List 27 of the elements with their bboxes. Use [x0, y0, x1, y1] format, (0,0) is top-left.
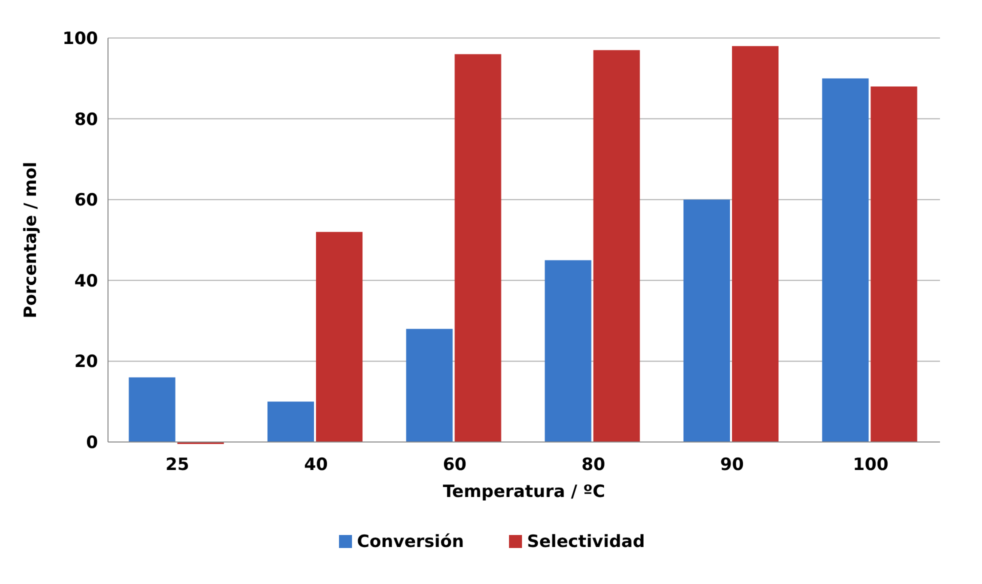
- bar: [128, 377, 176, 442]
- bar: [454, 54, 502, 442]
- bar: [267, 402, 314, 442]
- x-axis-title: Temperatura / ºC: [442, 482, 606, 502]
- y-axis-title: Porcentaje / mol: [21, 162, 41, 318]
- y-tick-label: 60: [74, 190, 98, 211]
- x-tick-label: 80: [581, 455, 606, 475]
- x-tick-label: 60: [442, 455, 467, 475]
- y-tick-label: 40: [74, 271, 98, 292]
- legend-label: Selectividad: [527, 532, 645, 552]
- y-tick-label: 0: [86, 432, 98, 453]
- y-tick-label: 20: [74, 352, 98, 372]
- x-tick-label: 25: [165, 455, 190, 475]
- bar: [870, 86, 918, 442]
- x-tick-label: 100: [852, 455, 889, 475]
- bar: [822, 78, 869, 442]
- bar: [683, 200, 730, 442]
- bar: [732, 46, 779, 442]
- x-tick-label: 40: [304, 455, 328, 475]
- bar: [593, 50, 640, 442]
- legend-label: Conversión: [357, 532, 464, 552]
- bar: [316, 232, 363, 442]
- bar: [406, 328, 453, 442]
- x-tick-label: 90: [720, 455, 744, 475]
- y-tick-label: 100: [62, 28, 98, 49]
- y-tick-label: 80: [74, 110, 98, 130]
- bar: [544, 260, 592, 442]
